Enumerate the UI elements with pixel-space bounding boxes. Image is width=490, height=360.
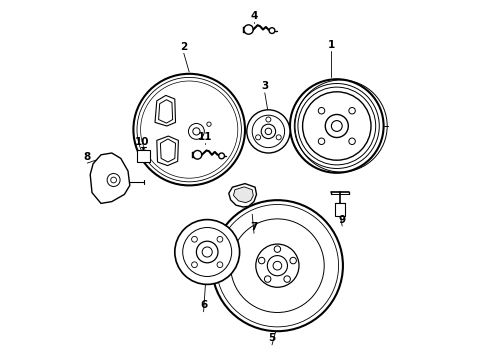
Text: 8: 8	[84, 152, 91, 162]
Circle shape	[349, 138, 355, 144]
Circle shape	[217, 237, 223, 242]
Circle shape	[349, 108, 355, 114]
Circle shape	[261, 124, 275, 139]
Text: 9: 9	[339, 215, 346, 225]
Polygon shape	[90, 153, 130, 203]
Circle shape	[276, 135, 281, 140]
Circle shape	[202, 247, 212, 257]
Polygon shape	[229, 184, 257, 207]
Polygon shape	[233, 187, 253, 203]
Circle shape	[183, 228, 232, 276]
Circle shape	[193, 128, 200, 135]
Circle shape	[274, 246, 281, 252]
Circle shape	[175, 220, 240, 284]
Circle shape	[107, 174, 120, 186]
Polygon shape	[157, 136, 178, 166]
Circle shape	[265, 276, 271, 282]
Text: 3: 3	[261, 81, 269, 91]
Circle shape	[207, 122, 211, 126]
Circle shape	[212, 200, 343, 331]
Circle shape	[219, 153, 224, 159]
Circle shape	[247, 110, 290, 153]
Circle shape	[133, 74, 245, 185]
Polygon shape	[155, 95, 175, 126]
Circle shape	[217, 262, 223, 267]
Circle shape	[318, 138, 325, 144]
Polygon shape	[159, 100, 172, 123]
Circle shape	[290, 257, 296, 264]
Circle shape	[303, 92, 371, 160]
Text: 6: 6	[200, 300, 207, 310]
Text: 1: 1	[328, 40, 335, 50]
Circle shape	[290, 79, 384, 173]
Circle shape	[269, 28, 275, 33]
Text: 10: 10	[135, 137, 149, 147]
Circle shape	[252, 115, 285, 148]
Text: 4: 4	[250, 11, 258, 21]
Text: 7: 7	[250, 222, 258, 232]
Bar	[335, 203, 345, 216]
Circle shape	[256, 135, 261, 140]
Circle shape	[284, 276, 291, 282]
Text: 11: 11	[198, 132, 213, 142]
Circle shape	[189, 123, 204, 139]
Circle shape	[268, 256, 288, 276]
Circle shape	[325, 114, 348, 138]
Circle shape	[192, 237, 197, 242]
Text: 2: 2	[180, 42, 188, 52]
Circle shape	[244, 25, 253, 34]
Circle shape	[273, 261, 282, 270]
Circle shape	[258, 257, 265, 264]
Circle shape	[331, 121, 342, 131]
Circle shape	[318, 108, 325, 114]
Text: 5: 5	[269, 333, 275, 343]
Polygon shape	[160, 139, 175, 162]
Circle shape	[193, 150, 202, 159]
Circle shape	[192, 262, 197, 267]
Circle shape	[196, 241, 218, 263]
Circle shape	[256, 244, 299, 287]
Circle shape	[266, 117, 271, 122]
Bar	[137, 150, 150, 162]
Circle shape	[265, 128, 271, 135]
Circle shape	[111, 177, 117, 183]
